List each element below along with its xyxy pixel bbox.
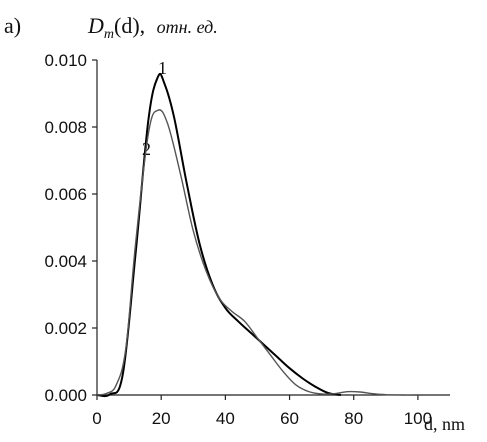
plot-area	[96, 72, 418, 398]
x-tick-label: 100	[404, 409, 432, 428]
panel-label: a)	[4, 13, 21, 38]
axes: 0.000 0.002 0.004 0.006 0.008 0.010 0 20 40 60 80 1…	[44, 51, 450, 428]
x-tick-label: 80	[344, 409, 363, 428]
y-tick-label: 0.010	[44, 51, 87, 70]
y-tick-label: 0.006	[44, 185, 87, 204]
y-axis-title: Dm(d), отн. ед.	[87, 13, 218, 42]
y-tick-label: 0.004	[44, 252, 87, 271]
curve-label-1: 1	[158, 58, 167, 78]
x-axis-title: d, nm	[424, 414, 465, 434]
y-tick-label: 0.008	[44, 118, 87, 137]
series-line-1	[96, 72, 342, 398]
x-tick-label: 60	[280, 409, 299, 428]
series-line-2	[96, 109, 418, 396]
x-tick-label: 40	[216, 409, 235, 428]
y-tick-label: 0.000	[44, 386, 87, 405]
x-tick-label: 0	[92, 409, 101, 428]
y-tick-label: 0.002	[44, 319, 87, 338]
x-tick-label: 20	[152, 409, 171, 428]
